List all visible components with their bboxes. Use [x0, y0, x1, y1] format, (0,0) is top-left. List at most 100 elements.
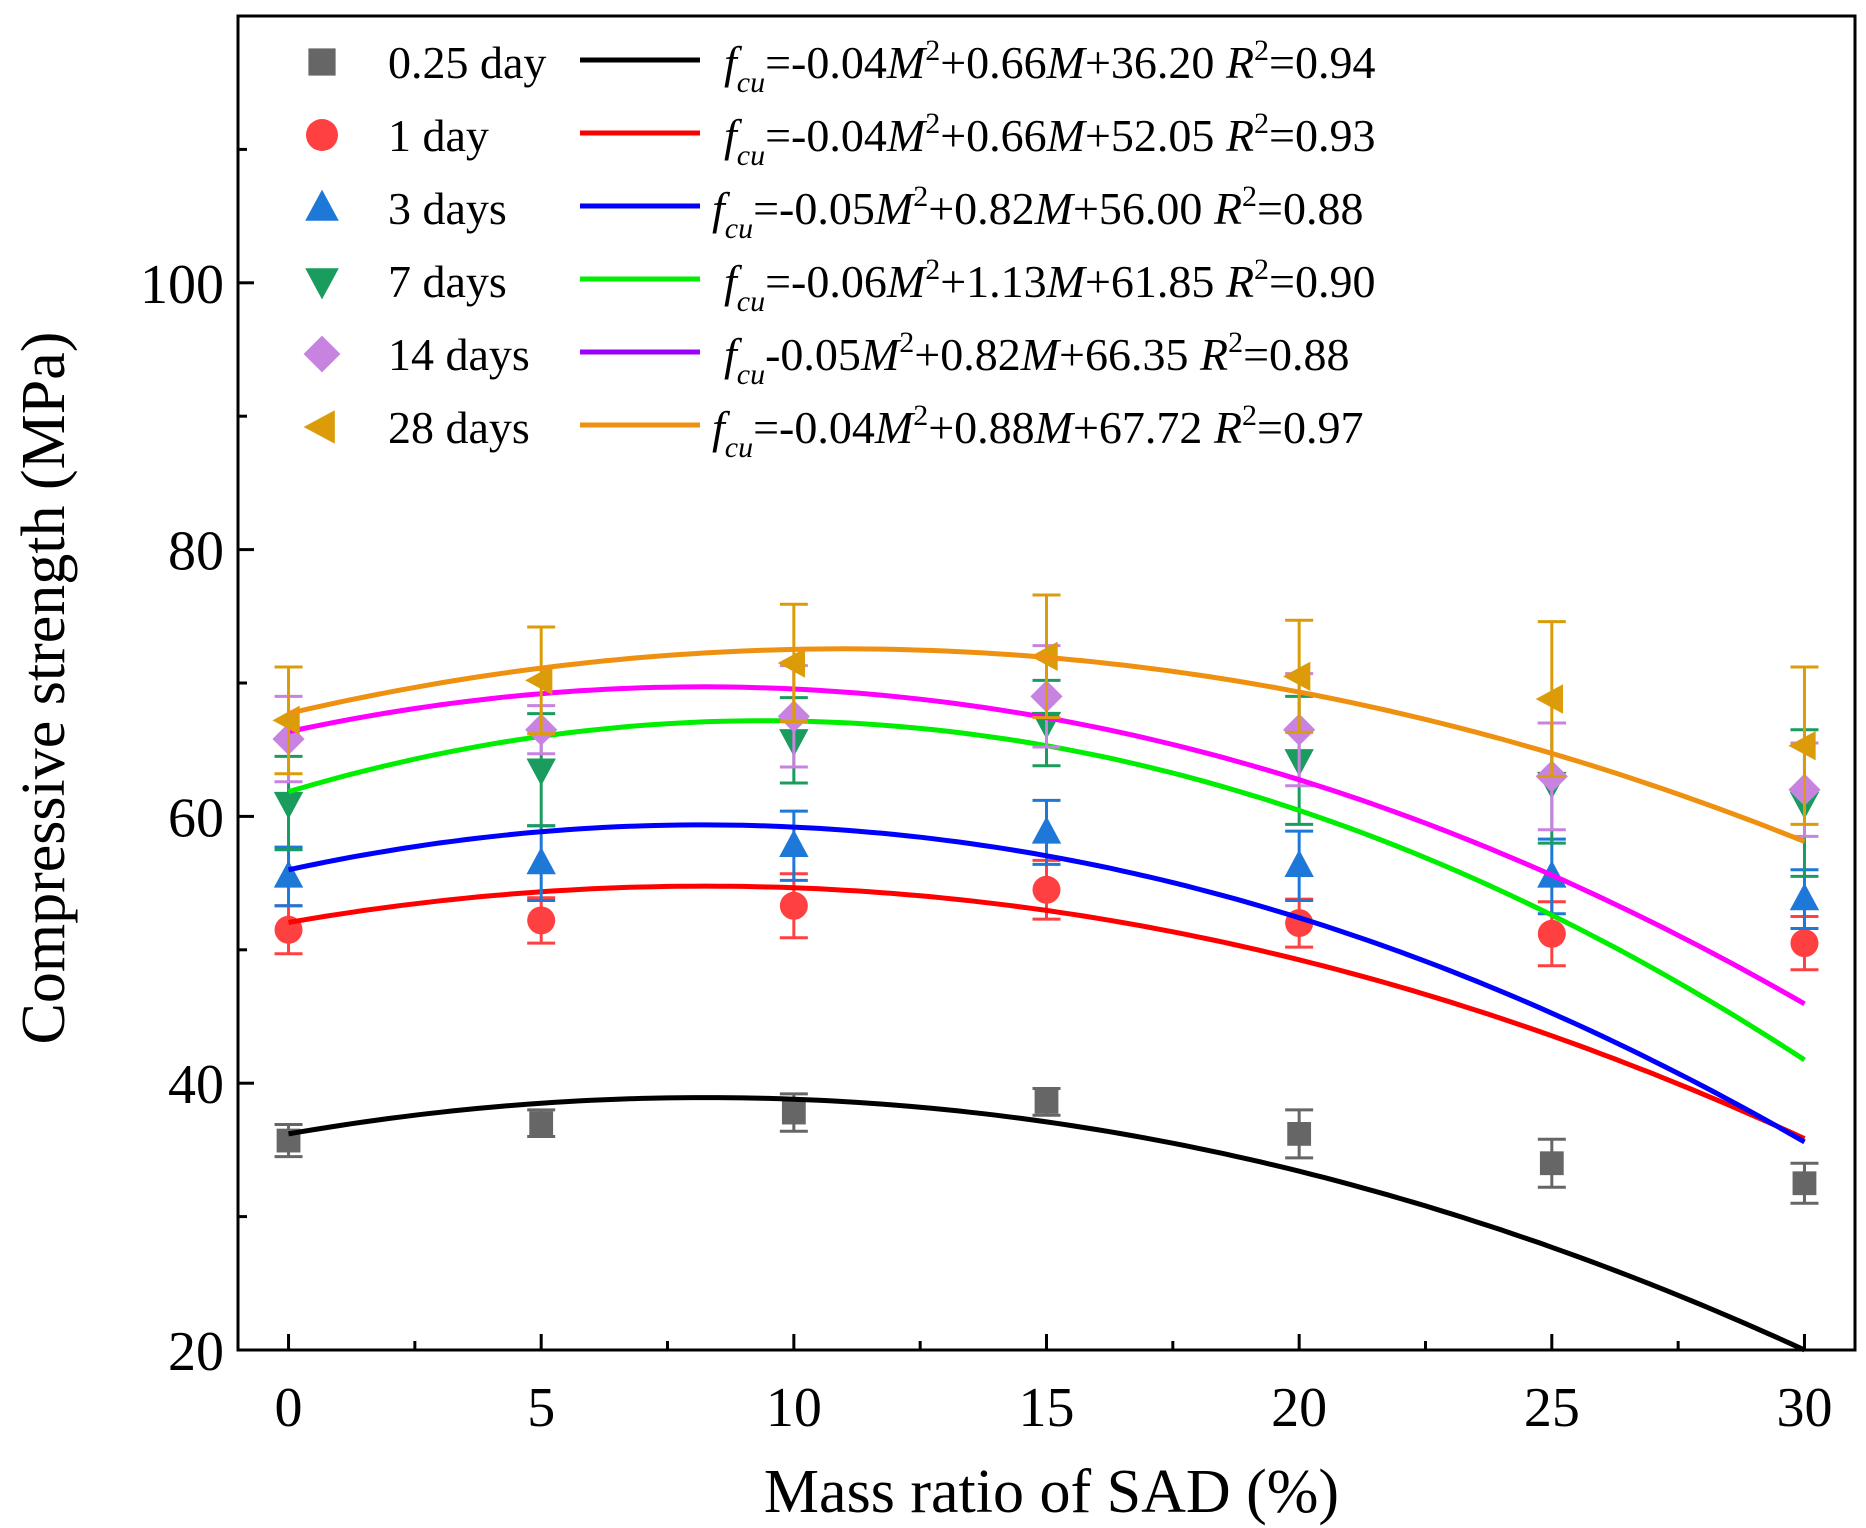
equation-part: M	[1046, 110, 1088, 161]
data-point	[273, 791, 304, 820]
equation-part: =-0.04	[765, 110, 887, 161]
legend-entry: 28 days fcu=-0.04M2+0.88M+67.72 R2=0.97	[303, 399, 1364, 464]
equation-part: +36.20	[1085, 37, 1226, 88]
data-point	[777, 648, 806, 678]
data-point	[526, 846, 556, 875]
legend-equation: fcu=-0.04M2+0.66M+36.20 R2=0.94	[724, 34, 1376, 99]
equation-part: 2	[925, 34, 940, 67]
equation-part: -0.05	[765, 329, 861, 380]
fit-curve	[287, 822, 1806, 1145]
legend-marker	[308, 48, 336, 76]
x-axis-title: Mass ratio of SAD (%)	[764, 1458, 1339, 1526]
equation-part: R	[1225, 110, 1254, 161]
data-point	[273, 860, 304, 888]
data-point	[1535, 684, 1564, 714]
data-point	[1790, 929, 1819, 958]
legend-label: 7 days	[388, 256, 507, 307]
equation-part: 2	[1254, 107, 1269, 140]
equation-part: =0.90	[1269, 256, 1375, 307]
equation-part: =-0.06	[765, 256, 887, 307]
legend-entry: 0.25 day fcu=-0.04M2+0.66M+36.20 R2=0.94	[308, 34, 1376, 99]
legend-label: 28 days	[388, 402, 530, 453]
equation-part: cu	[725, 212, 753, 245]
y-tick-label: 20	[168, 1321, 224, 1383]
y-tick-label: 100	[140, 254, 224, 316]
legend-entry: 1 day fcu=-0.04M2+0.66M+52.05 R2=0.93	[306, 107, 1376, 172]
equation-part: 2	[913, 399, 928, 432]
x-tick-label: 10	[766, 1377, 822, 1439]
x-tick-label: 15	[1019, 1377, 1075, 1439]
equation-part: 2	[925, 107, 940, 140]
data-point	[1031, 816, 1062, 844]
data-point	[1537, 919, 1566, 948]
data-point	[779, 891, 808, 920]
legend-marker	[303, 410, 335, 444]
series-28-days	[272, 593, 1819, 844]
equation-part: R	[1225, 256, 1254, 307]
equation-part: M	[886, 37, 928, 88]
y-tick-label: 60	[168, 787, 224, 849]
legend: 0.25 day fcu=-0.04M2+0.66M+36.20 R2=0.94 1…	[303, 34, 1376, 464]
legend-equation: fcu=-0.06M2+1.13M+61.85 R2=0.90	[724, 253, 1376, 318]
equation-part: +67.72	[1073, 402, 1214, 453]
equation-part: =0.88	[1243, 329, 1349, 380]
data-point	[781, 1100, 806, 1125]
data-point	[526, 758, 556, 786]
data-point	[525, 665, 553, 696]
equation-part: cu	[737, 139, 765, 172]
x-tick-label: 20	[1271, 1377, 1327, 1439]
legend-marker	[305, 189, 339, 221]
equation-part: R	[1225, 37, 1254, 88]
equation-part: M	[1020, 329, 1062, 380]
legend-entry: 7 days fcu=-0.06M2+1.13M+61.85 R2=0.90	[305, 253, 1376, 318]
axes: 0 5 10 15 20 25 30 20 40 60 80 100	[140, 14, 1857, 1439]
equation-part: cu	[725, 431, 753, 464]
legend-equation: fcu=-0.05M2+0.82M+56.00 R2=0.88	[712, 180, 1364, 245]
x-tick-label: 0	[275, 1377, 303, 1439]
y-axis-title: Compressive strength (MPa)	[10, 332, 78, 1045]
equation-part: =-0.04	[753, 402, 875, 453]
equation-part: +61.85	[1085, 256, 1226, 307]
equation-part: M	[874, 183, 916, 234]
equation-part: =0.97	[1257, 402, 1363, 453]
data-point	[1789, 883, 1820, 911]
equation-part: 2	[1242, 399, 1257, 432]
data-point	[1539, 1151, 1564, 1176]
equation-part: +0.82	[914, 329, 1020, 380]
equation-part: 2	[925, 253, 940, 286]
equation-part: +0.82	[928, 183, 1034, 234]
series-3-days	[273, 798, 1820, 1145]
legend-label: 0.25 day	[388, 37, 546, 88]
equation-part: cu	[737, 285, 765, 318]
legend-equation: fcu=-0.04M2+0.88M+67.72 R2=0.97	[712, 399, 1364, 464]
equation-part: M	[886, 256, 928, 307]
legend-equation: fcu=-0.04M2+0.66M+52.05 R2=0.93	[724, 107, 1376, 172]
equation-part: +0.66	[940, 37, 1046, 88]
equation-part: M	[874, 402, 916, 453]
y-tick-label: 80	[168, 521, 224, 583]
equation-part: =-0.05	[753, 183, 875, 234]
equation-part: R	[1199, 329, 1228, 380]
equation-part: R	[1213, 183, 1242, 234]
equation-part: =-0.04	[765, 37, 887, 88]
data-point	[1032, 875, 1061, 904]
equation-part: 2	[1254, 34, 1269, 67]
series-0-25-day	[274, 1087, 1819, 1353]
legend-entry: 3 days fcu=-0.05M2+0.82M+56.00 R2=0.88	[305, 180, 1364, 245]
data-point	[1284, 849, 1314, 877]
equation-part: 2	[1242, 180, 1257, 213]
equation-part: 2	[1254, 253, 1269, 286]
equation-part: R	[1213, 402, 1242, 453]
data-point	[527, 906, 556, 935]
equation-part: +52.05	[1085, 110, 1226, 161]
legend-marker	[305, 268, 339, 300]
data-point	[1287, 1121, 1312, 1146]
equation-part: M	[1046, 256, 1088, 307]
equation-part: cu	[737, 66, 765, 99]
x-tick-label: 5	[527, 1377, 555, 1439]
equation-part: 2	[899, 326, 914, 359]
data-point	[1283, 661, 1311, 692]
data-point	[529, 1111, 554, 1136]
equation-part: +66.35	[1059, 329, 1200, 380]
